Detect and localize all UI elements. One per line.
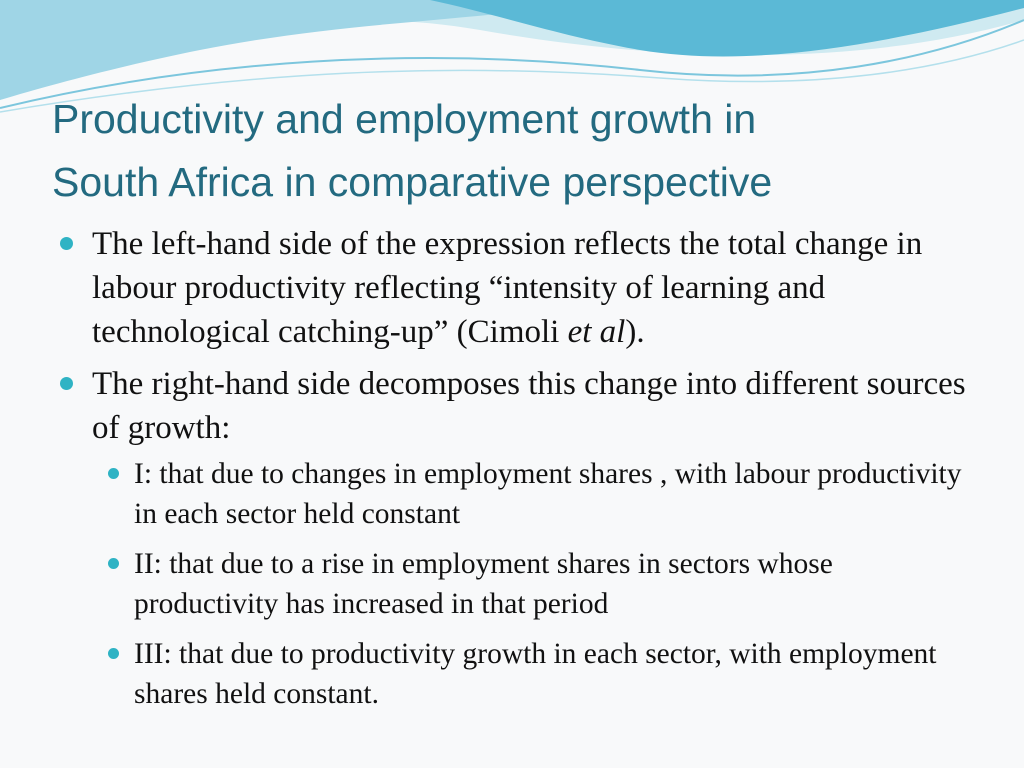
italic-text: et al xyxy=(567,314,626,350)
sub-bullet-list: I: that due to changes in employment sha… xyxy=(92,454,970,714)
wave xyxy=(0,0,600,100)
slide-title: Productivity and employment growth in Sou… xyxy=(52,88,772,214)
wave-line xyxy=(0,19,1024,109)
bullet-text: The left-hand side of the expression ref… xyxy=(92,226,923,350)
title-line: South Africa in comparative perspective xyxy=(52,159,773,205)
bullet-list: The left-hand side of the expression ref… xyxy=(60,222,970,724)
sub-bullet: II: that due to a rise in employment sha… xyxy=(92,544,970,624)
wave xyxy=(430,0,1024,57)
bullet: The left-hand side of the expression ref… xyxy=(60,222,970,354)
wave-line xyxy=(0,39,1024,113)
sub-bullet: I: that due to changes in employment sha… xyxy=(92,454,970,534)
bullet-text: ). xyxy=(625,314,645,350)
bullet: The right-hand side decomposes this chan… xyxy=(60,362,970,714)
bullet-text: The right-hand side decomposes this chan… xyxy=(92,366,966,446)
title-line: Productivity and employment growth in xyxy=(52,96,757,142)
sub-bullet: III: that due to productivity growth in … xyxy=(92,634,970,714)
header-waves xyxy=(0,0,1024,113)
